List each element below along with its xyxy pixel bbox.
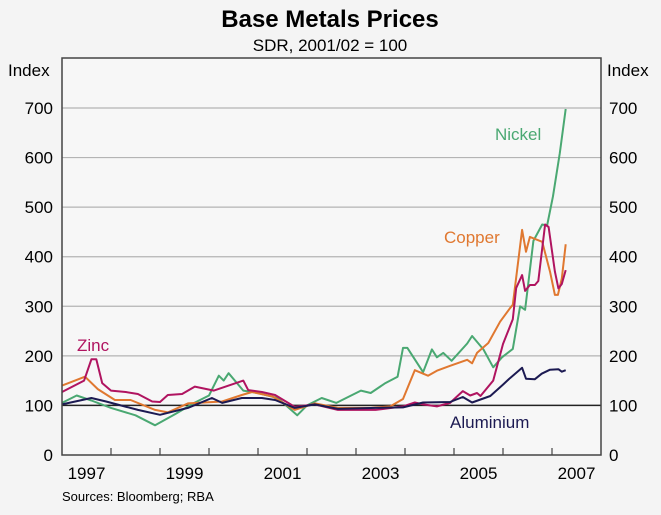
y-tick-label-right: 400	[609, 248, 637, 267]
source-note: Sources: Bloomberg; RBA	[62, 489, 214, 504]
series-line-copper	[61, 228, 567, 414]
x-tick-label: 1997	[68, 464, 106, 483]
x-tick-label: 2005	[460, 464, 498, 483]
x-tick-label: 1999	[166, 464, 204, 483]
series-label-zinc: Zinc	[77, 336, 110, 355]
series-label-aluminium: Aluminium	[450, 413, 529, 432]
series-label-copper: Copper	[444, 228, 500, 247]
y-tick-label-left: 0	[44, 446, 53, 465]
y-tick-label-right: 600	[609, 149, 637, 168]
series-line-aluminium	[61, 366, 567, 416]
y-tick-label-right: 700	[609, 99, 637, 118]
y-tick-label-right: 0	[609, 446, 618, 465]
y-axis-label-right: Index	[607, 61, 649, 80]
y-tick-label-right: 100	[609, 396, 637, 415]
x-tick-label: 2003	[362, 464, 400, 483]
y-axis-label-left: Index	[8, 61, 50, 80]
y-tick-label-left: 600	[25, 149, 53, 168]
y-tick-label-left: 100	[25, 396, 53, 415]
y-tick-label-left: 200	[25, 347, 53, 366]
y-tick-label-right: 500	[609, 198, 637, 217]
y-tick-label-left: 500	[25, 198, 53, 217]
y-tick-label-left: 700	[25, 99, 53, 118]
y-tick-label-left: 400	[25, 248, 53, 267]
x-tick-label: 2001	[264, 464, 302, 483]
y-tick-label-right: 300	[609, 297, 637, 316]
chart-title: Base Metals Prices	[221, 6, 438, 33]
series-label-nickel: Nickel	[495, 125, 541, 144]
chart-subtitle: SDR, 2001/02 = 100	[253, 36, 408, 55]
series-line-nickel	[61, 108, 567, 427]
y-tick-label-left: 300	[25, 297, 53, 316]
x-tick-label: 2007	[558, 464, 596, 483]
plot-frame	[61, 57, 602, 456]
y-tick-label-right: 200	[609, 347, 637, 366]
